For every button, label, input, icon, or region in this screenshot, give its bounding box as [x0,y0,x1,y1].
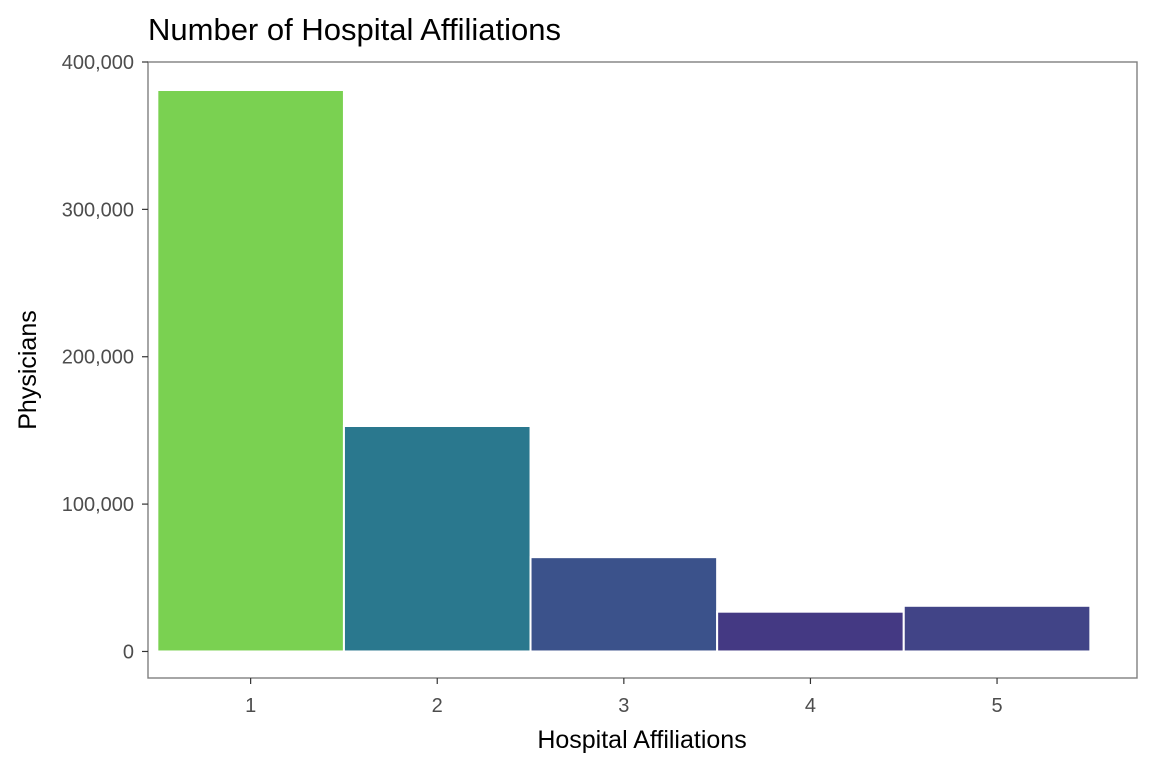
y-tick-label: 400,000 [62,52,134,74]
y-tick-label: 0 [123,641,134,663]
bar-4 [716,610,905,653]
x-tick-label: 3 [618,695,629,717]
x-tick-label: 2 [432,695,443,717]
y-tick-label: 200,000 [62,347,134,369]
bars-group [156,89,1092,653]
bar-5 [902,604,1092,653]
y-axis-title: Physicians [14,310,42,430]
x-tick-label: 4 [805,695,816,717]
y-axis: 0 100,000 200,000 300,000 400,000 [62,52,148,663]
y-tick-label: 300,000 [62,199,134,221]
bar-1 [156,89,345,653]
x-axis-title: Hospital Affiliations [537,726,746,754]
bar-3 [529,556,719,653]
x-axis: 1 2 3 4 5 [245,678,1003,717]
bar-2 [342,425,532,653]
chart-title: Number of Hospital Affiliations [148,12,561,47]
y-tick-label: 100,000 [62,494,134,516]
plot-panel-border [147,61,1138,679]
x-tick-label: 1 [245,695,256,717]
x-tick-label: 5 [991,695,1002,717]
